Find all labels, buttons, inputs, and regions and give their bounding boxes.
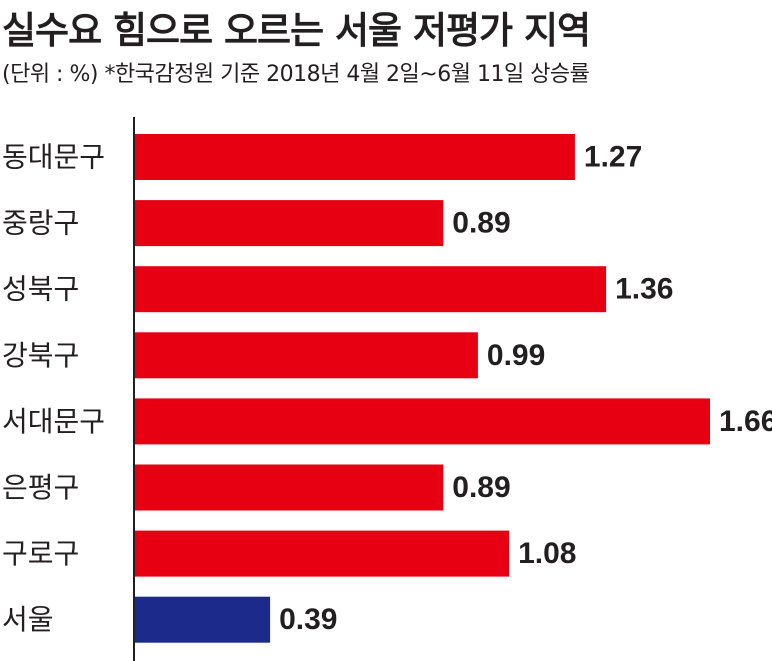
category-label: 은평구	[2, 471, 79, 504]
value-label: 1.36	[615, 273, 673, 306]
category-label: 서대문구	[2, 405, 105, 438]
chart-title: 실수요 힘으로 오르는 서울 저평가 지역	[2, 9, 591, 52]
bar-3	[135, 266, 607, 313]
value-label: 1.66	[719, 405, 772, 438]
bar-2	[135, 200, 444, 247]
category-label: 강북구	[2, 339, 79, 372]
bar-8	[135, 596, 271, 643]
category-label: 동대문구	[2, 141, 105, 174]
category-label: 중랑구	[2, 207, 79, 240]
bars-group: 동대문구 1.27 중랑구 0.89 성북구 1.36 강북구 0.99 서대문구 1.66 은평구…	[2, 134, 772, 643]
value-label: 0.99	[487, 339, 545, 372]
value-label: 0.39	[279, 603, 337, 636]
bar-7	[135, 530, 510, 577]
value-label: 1.08	[518, 537, 576, 570]
bar-4	[135, 332, 478, 379]
bar-5	[135, 398, 710, 445]
value-label: 1.27	[584, 141, 642, 174]
category-label: 구로구	[2, 537, 79, 570]
value-label: 0.89	[452, 207, 510, 240]
bar-1	[135, 134, 575, 180]
value-label: 0.89	[452, 471, 510, 504]
chart-subtitle: (단위 : %) *한국감정원 기준 2018년 4월 2일~6월 11일 상승…	[2, 62, 590, 87]
category-label: 성북구	[2, 273, 79, 306]
bar-6	[135, 464, 444, 511]
category-label: 서울	[2, 603, 54, 636]
